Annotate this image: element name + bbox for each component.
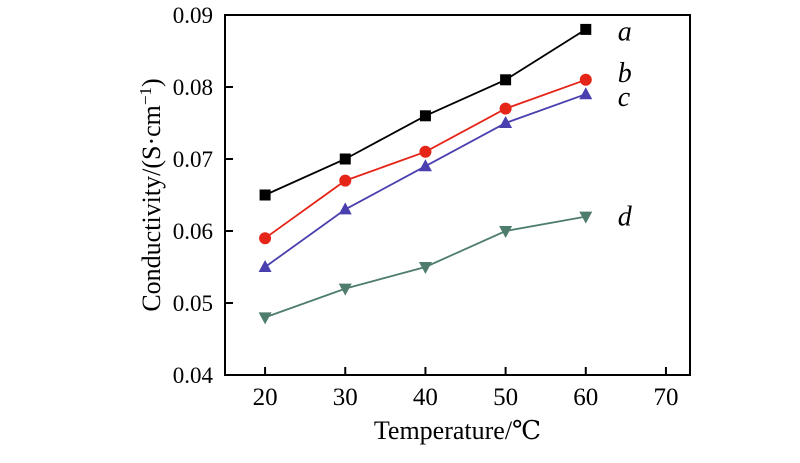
marker-square [419,110,431,122]
marker-triangle-up [338,202,352,215]
marker-triangle-down [338,283,352,296]
y-tick-label: 0.09 [173,3,213,28]
x-axis-label: Temperature/℃ [374,416,541,445]
marker-triangle-up [499,116,513,128]
series-label-a: a [618,16,632,47]
series-line-b [264,78,587,239]
marker-triangle-up [418,159,432,172]
marker-circle [579,73,592,86]
marker-circle [419,145,432,158]
y-tick-label: 0.08 [173,75,213,100]
x-tick-label: 20 [253,384,278,411]
marker-square [339,153,351,165]
x-tick-label: 30 [333,384,358,411]
marker-circle [339,174,352,187]
y-tick-label: 0.07 [173,147,213,172]
series-label-c: c [618,82,631,113]
marker-square [500,74,512,86]
series-label-d: d [618,202,633,233]
y-tick-label: 0.05 [173,291,213,316]
marker-triangle-up [258,260,272,272]
marker-triangle-down [418,262,432,274]
marker-triangle-down [258,312,272,325]
x-tick-label: 60 [573,384,598,411]
marker-triangle-down [499,226,513,238]
x-tick-label: 50 [493,384,518,411]
x-tick-label: 40 [413,384,438,411]
plot-border [224,14,691,376]
series-label-b: b [618,58,632,89]
marker-square [580,23,592,35]
marker-circle [259,232,272,245]
marker-triangle-up [579,87,593,100]
marker-square [259,189,271,201]
x-tick-label: 70 [653,384,678,411]
marker-circle [499,102,512,115]
y-tick-label: 0.06 [173,219,213,244]
y-axis-label: Conductivity/(S·cm−1) [136,78,166,311]
marker-triangle-down [579,211,593,224]
y-tick-label: 0.04 [173,363,214,388]
